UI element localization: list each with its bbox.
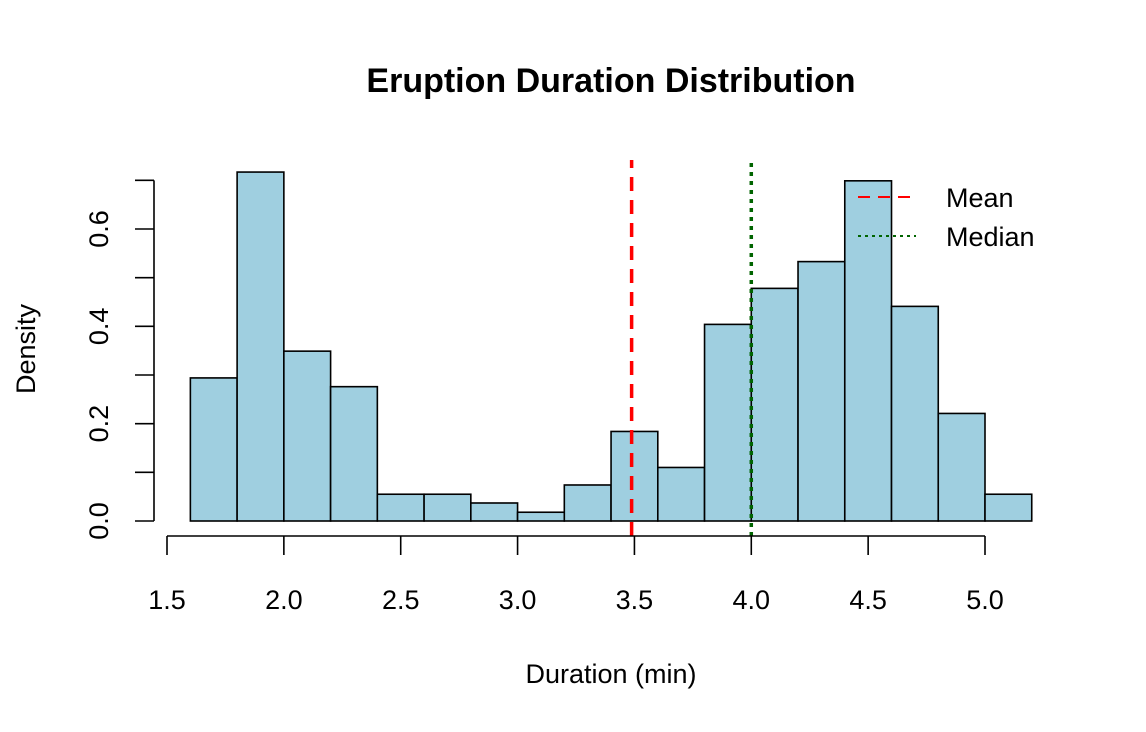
chart-title: Eruption Duration Distribution [366, 62, 855, 100]
x-tick-label: 3.0 [499, 585, 537, 615]
legend-label: Mean [946, 183, 1014, 213]
histogram-bar [376, 493, 425, 522]
histogram-bar [283, 350, 332, 522]
x-tick-label: 3.5 [616, 585, 654, 615]
histogram-bar [656, 466, 706, 522]
y-axis: 0.0 0.2 0.4 0.6 [84, 179, 155, 540]
histogram-bar [470, 502, 519, 522]
histogram-bar [610, 430, 659, 522]
histogram-bar [189, 377, 238, 522]
histogram-bar [797, 260, 846, 522]
legend: Mean Median [858, 183, 1035, 252]
histogram-bar [516, 511, 566, 522]
x-tick-label: 2.5 [382, 585, 420, 615]
x-tick-label: 5.0 [966, 585, 1004, 615]
y-axis-label: Density [11, 303, 41, 394]
histogram-bar [843, 180, 893, 522]
histogram-bar [984, 493, 1033, 522]
x-axis: 1.5 2.0 2.5 3.0 3.5 4.0 4.5 5.0 [148, 535, 1004, 615]
y-tick-label: 0.2 [84, 405, 114, 443]
reference-lines [629, 160, 754, 536]
histogram-bar [750, 287, 799, 522]
y-tick-label: 0.6 [84, 210, 114, 248]
x-tick-label: 2.0 [265, 585, 303, 615]
y-tick-label: 0.0 [84, 502, 114, 540]
x-tick-label: 1.5 [148, 585, 186, 615]
x-tick-label: 4.5 [849, 585, 887, 615]
x-axis-label: Duration (min) [525, 659, 696, 689]
histogram-bar [703, 323, 753, 522]
histogram-bar [563, 484, 612, 522]
histogram-bar [890, 305, 940, 522]
x-tick-label: 4.0 [733, 585, 771, 615]
y-tick-label: 0.4 [84, 308, 114, 346]
histogram-bars [189, 171, 1033, 522]
legend-label: Median [946, 222, 1035, 252]
histogram-bar [423, 493, 472, 522]
histogram-bar [329, 385, 379, 522]
histogram-bar [236, 171, 285, 522]
histogram-bar [937, 412, 986, 522]
